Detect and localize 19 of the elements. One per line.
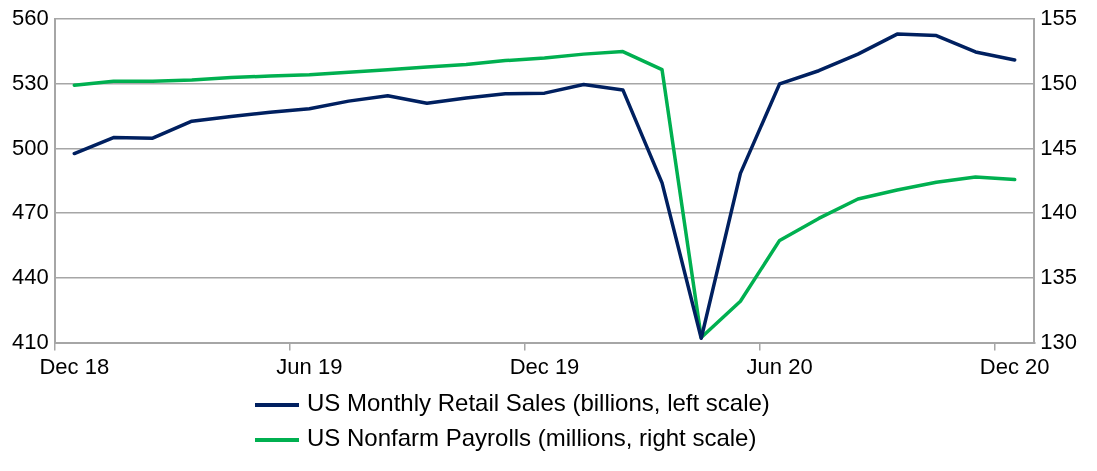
- x-tick-label: Jun 19: [276, 353, 343, 379]
- y2-tick-label: 135: [1040, 263, 1078, 289]
- x-tick-label: Dec 20: [979, 353, 1050, 379]
- y-tick-label: 440: [11, 263, 49, 289]
- y2-tick-label: 155: [1040, 5, 1078, 31]
- y-tick-label: 500: [11, 134, 49, 160]
- x-tick-label: Dec 19: [509, 353, 580, 379]
- y2-tick-label: 145: [1040, 134, 1078, 160]
- legend-label: US Monthly Retail Sales (billions, left scale): [307, 389, 770, 416]
- y2-tick-label: 130: [1040, 328, 1078, 354]
- y-tick-label: 470: [11, 199, 49, 225]
- x-tick-label: Jun 20: [746, 353, 813, 379]
- legend-label: US Nonfarm Payrolls (millions, right scale): [307, 424, 757, 451]
- y-tick-label: 560: [11, 5, 49, 31]
- y2-tick-label: 150: [1040, 69, 1078, 95]
- y-tick-label: 530: [11, 69, 49, 95]
- y2-tick-label: 140: [1040, 199, 1078, 225]
- x-tick-label: Dec 18: [39, 353, 110, 379]
- y-tick-label: 410: [11, 328, 49, 354]
